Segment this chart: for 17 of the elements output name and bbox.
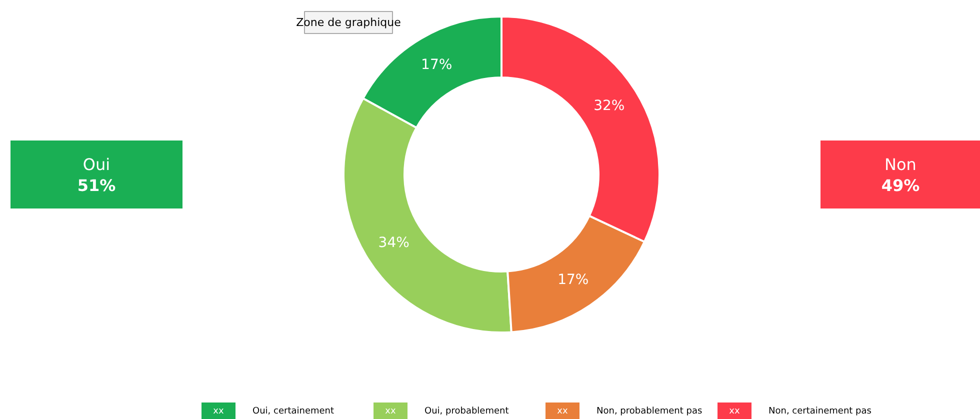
data-label: 32% [594, 98, 625, 114]
legend-label: Non, probablement pas [596, 406, 702, 416]
legend-label: Oui, certainement [252, 406, 334, 416]
data-label: 17% [558, 272, 589, 288]
text: xx [557, 406, 568, 416]
text: Zone de graphique [296, 16, 402, 29]
text: xx [213, 406, 224, 416]
text: xx [385, 406, 396, 416]
text: 49% [881, 176, 920, 195]
text: xx [729, 406, 740, 416]
legend-label: Non, certainement pas [768, 406, 872, 416]
legend-label: Oui, probablement [424, 406, 510, 416]
text: Oui [82, 155, 110, 174]
data-label: 17% [421, 56, 452, 73]
text: Non [884, 155, 916, 174]
data-label: 34% [378, 234, 410, 251]
text: 51% [77, 176, 116, 195]
